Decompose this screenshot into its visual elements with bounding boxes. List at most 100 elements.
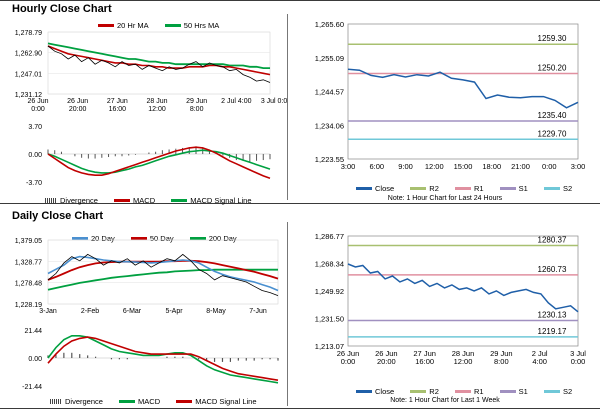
x-tick-label: 29 Jun 8:00 bbox=[186, 98, 207, 113]
daily-macd-chart: 21.44 0.00 -21.44 bbox=[22, 328, 279, 391]
y-tick-label: 1,231.12 bbox=[15, 92, 42, 99]
legend-label-r2: R2 bbox=[429, 183, 439, 193]
vertical-divider-top bbox=[287, 14, 288, 200]
y-tick-label: 1,244.57 bbox=[315, 88, 344, 97]
x-tick-label: 6:00 bbox=[369, 162, 384, 171]
x-tick-label: 9:00 bbox=[398, 162, 413, 171]
y-tick-label: 1,268.34 bbox=[315, 260, 344, 269]
legend-swatch-divergence bbox=[50, 398, 62, 404]
legend-swatch-r1 bbox=[454, 186, 471, 190]
y-tick-label: 1,328.77 bbox=[15, 259, 42, 266]
level-label-s2: 1219.17 bbox=[538, 327, 567, 336]
level-label-r1: 1260.73 bbox=[538, 265, 567, 274]
legend-label-20day: 20 Day bbox=[91, 233, 115, 243]
x-tick-label: 2 Jul 4:00 bbox=[532, 349, 548, 366]
level-label-r2: 1280.37 bbox=[538, 236, 567, 245]
level-label-r2: 1259.30 bbox=[538, 34, 567, 43]
x-tick-label: 7-Jun bbox=[249, 308, 267, 315]
legend-label-200day: 200 Day bbox=[208, 233, 237, 243]
plot-frame bbox=[347, 23, 579, 160]
legend-swatch-s1 bbox=[499, 186, 516, 190]
x-tick-label: 0:00 bbox=[542, 162, 557, 171]
y-tick-label: 1,286.77 bbox=[315, 232, 344, 241]
legend-swatch-signal bbox=[176, 399, 193, 403]
x-tick-label: 18:00 bbox=[482, 162, 501, 171]
legend-label-50day: 50 Day bbox=[149, 233, 174, 243]
legend-label-20hr: 20 Hr MA bbox=[117, 20, 149, 30]
legend-label-divergence: Divergence bbox=[65, 396, 103, 406]
x-tick-label: 28 Jun 12:00 bbox=[146, 98, 167, 113]
series-close bbox=[347, 263, 579, 313]
bottom-border bbox=[0, 408, 600, 409]
legend-swatch-macd bbox=[114, 198, 131, 202]
y-tick-label: 1,379.05 bbox=[15, 238, 42, 245]
y-tick-label: 1,228.19 bbox=[15, 302, 42, 309]
legend-label-divergence: Divergence bbox=[60, 195, 98, 205]
hourly-section-title: Hourly Close Chart bbox=[12, 3, 112, 15]
series-macd-signal bbox=[47, 149, 271, 174]
daily-section-title: Daily Close Chart bbox=[12, 210, 104, 222]
legend-swatch-r2 bbox=[410, 389, 427, 393]
legend-swatch-20day bbox=[72, 236, 88, 240]
pivot-legend-bottom: Close R2 R1 S1 S2 bbox=[356, 386, 572, 396]
y-tick-label: 3.70 bbox=[28, 124, 42, 131]
legend-label-s1: S1 bbox=[518, 183, 528, 193]
x-tick-label: 29 Jun 8:00 bbox=[490, 349, 513, 366]
legend-swatch-signal bbox=[171, 198, 188, 202]
series-macd bbox=[47, 335, 279, 384]
pivot-legend-top: Close R2 R1 S1 S2 bbox=[356, 183, 572, 193]
legend-label-macd: MACD bbox=[133, 195, 156, 205]
legend-swatch-50hr bbox=[164, 23, 181, 27]
x-tick-label: 2-Feb bbox=[81, 308, 99, 315]
y-tick-label: -21.44 bbox=[22, 384, 42, 391]
level-label-s2: 1229.70 bbox=[538, 129, 567, 138]
series-macd-signal bbox=[47, 336, 279, 381]
legend-label-close: Close bbox=[375, 386, 395, 396]
pivot-chart-bottom: 1,286.77 1,268.34 1,249.92 1,231.50 1,213.07… bbox=[315, 232, 586, 366]
daily-legend: 20 Day 50 Day 200 Day bbox=[72, 233, 237, 243]
y-tick-label: 1,278.79 bbox=[15, 30, 42, 37]
series-50day bbox=[47, 259, 279, 281]
plot-frame bbox=[347, 235, 579, 347]
series-20day bbox=[47, 255, 279, 292]
daily-macd-legend: Divergence MACD MACD Signal Line bbox=[50, 396, 257, 406]
y-tick-label: 1,255.09 bbox=[315, 54, 344, 63]
x-tick-label: 2 Jul 4:00 bbox=[221, 98, 251, 105]
hourly-macd-chart: 3.70 0.00 -3.70 bbox=[26, 124, 271, 187]
y-tick-label: 1,249.92 bbox=[315, 287, 344, 296]
legend-swatch-s1 bbox=[499, 389, 516, 393]
hourly-macd-legend: Divergence MACD MACD Signal Line bbox=[45, 195, 252, 205]
legend-label-r1: R1 bbox=[473, 386, 484, 396]
legend-swatch-close bbox=[356, 389, 372, 393]
legend-label-s1: S1 bbox=[518, 386, 528, 396]
legend-label-r2: R2 bbox=[429, 386, 439, 396]
hourly-legend: 20 Hr MA 50 Hrs MA bbox=[98, 20, 219, 30]
series-close bbox=[47, 253, 279, 296]
x-tick-label: 6-Mar bbox=[123, 308, 142, 315]
y-tick-label: 0.00 bbox=[28, 152, 42, 159]
legend-label-close: Close bbox=[375, 183, 395, 193]
legend-label-r1: R1 bbox=[473, 183, 484, 193]
x-tick-label: 26 Jun 20:00 bbox=[375, 349, 398, 366]
legend-swatch-close bbox=[356, 186, 372, 190]
y-tick-label: 1,265.60 bbox=[315, 20, 344, 29]
section-divider bbox=[0, 203, 600, 204]
legend-swatch-r2 bbox=[410, 186, 427, 190]
series-macd bbox=[47, 146, 271, 179]
legend-swatch-r1 bbox=[454, 389, 471, 393]
x-tick-label: 3 Jul 0:00 bbox=[570, 349, 586, 366]
x-tick-label: 3:00 bbox=[341, 162, 356, 171]
legend-swatch-200day bbox=[189, 236, 206, 240]
series-50hr-ma bbox=[47, 42, 270, 69]
x-tick-label: 5-Apr bbox=[165, 308, 183, 315]
y-tick-label: 1,278.48 bbox=[15, 281, 42, 288]
x-tick-label: 26 Jun 0:00 bbox=[337, 349, 360, 366]
series-close bbox=[47, 45, 271, 83]
x-tick-label: 27 Jun 16:00 bbox=[107, 98, 128, 113]
legend-label-signal: MACD Signal Line bbox=[195, 396, 257, 406]
x-tick-label: 15:00 bbox=[454, 162, 473, 171]
x-tick-label: 3-Jan bbox=[39, 308, 57, 315]
legend-swatch-macd bbox=[119, 399, 136, 403]
level-label-s1: 1230.13 bbox=[538, 311, 567, 320]
y-tick-label: 1,247.01 bbox=[15, 71, 42, 78]
